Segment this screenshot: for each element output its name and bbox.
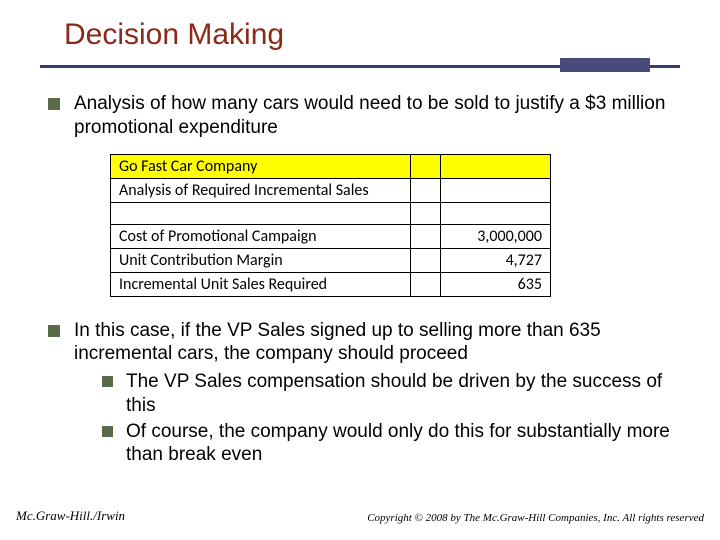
slide: Decision Making Analysis of how many car… [0, 0, 720, 540]
footer-publisher: Mc.Graw-Hill./Irwin [16, 508, 125, 524]
table-cell-gap [411, 178, 441, 202]
footer-copyright: Copyright © 2008 by The Mc.Graw-Hill Com… [367, 512, 704, 524]
table-cell-gap [411, 272, 441, 296]
bullet-list: Analysis of how many cars would need to … [30, 92, 690, 140]
table-cell-gap [411, 154, 441, 178]
table-cell-empty [441, 178, 551, 202]
bullet-text-1: Analysis of how many cars would need to … [74, 93, 665, 138]
sub-bullet-list: The VP Sales compensation should be driv… [74, 370, 690, 467]
bullet-text-2: In this case, if the VP Sales signed up … [74, 320, 601, 365]
sub-bullet-text-2: Of course, the company would only do thi… [126, 421, 670, 466]
table-cell-gap [411, 224, 441, 248]
slide-title: Decision Making [64, 18, 690, 52]
sub-bullet-1: The VP Sales compensation should be driv… [102, 370, 690, 418]
table-cell-gap [411, 248, 441, 272]
table-row: Cost of Promotional Campaign 3,000,000 [111, 224, 551, 248]
table-row: Incremental Unit Sales Required 635 [111, 272, 551, 296]
table-row-label: Incremental Unit Sales Required [111, 272, 411, 296]
table-row: Unit Contribution Margin 4,727 [111, 248, 551, 272]
table-cell-empty [111, 202, 411, 224]
table-subtitle-row: Analysis of Required Incremental Sales [111, 178, 551, 202]
table-row-value: 4,727 [441, 248, 551, 272]
analysis-table: Go Fast Car Company Analysis of Required… [110, 154, 551, 297]
table-header-row: Go Fast Car Company [111, 154, 551, 178]
table-row-label: Cost of Promotional Campaign [111, 224, 411, 248]
rule-accent-box [560, 58, 650, 72]
sub-bullet-2: Of course, the company would only do thi… [102, 420, 690, 468]
title-rule [30, 58, 690, 76]
table-subtitle: Analysis of Required Incremental Sales [111, 178, 411, 202]
bullet-item-1: Analysis of how many cars would need to … [48, 92, 690, 140]
table-spacer-row [111, 202, 551, 224]
bullet-item-2: In this case, if the VP Sales signed up … [48, 319, 690, 468]
table-row-label: Unit Contribution Margin [111, 248, 411, 272]
analysis-table-wrap: Go Fast Car Company Analysis of Required… [110, 154, 690, 297]
table-cell-gap [411, 202, 441, 224]
table-company: Go Fast Car Company [111, 154, 411, 178]
table-row-value: 635 [441, 272, 551, 296]
table-row-value: 3,000,000 [441, 224, 551, 248]
sub-bullet-text-1: The VP Sales compensation should be driv… [126, 371, 662, 416]
table-cell-empty [441, 154, 551, 178]
table-cell-empty [441, 202, 551, 224]
bullet-list-2: In this case, if the VP Sales signed up … [30, 319, 690, 468]
